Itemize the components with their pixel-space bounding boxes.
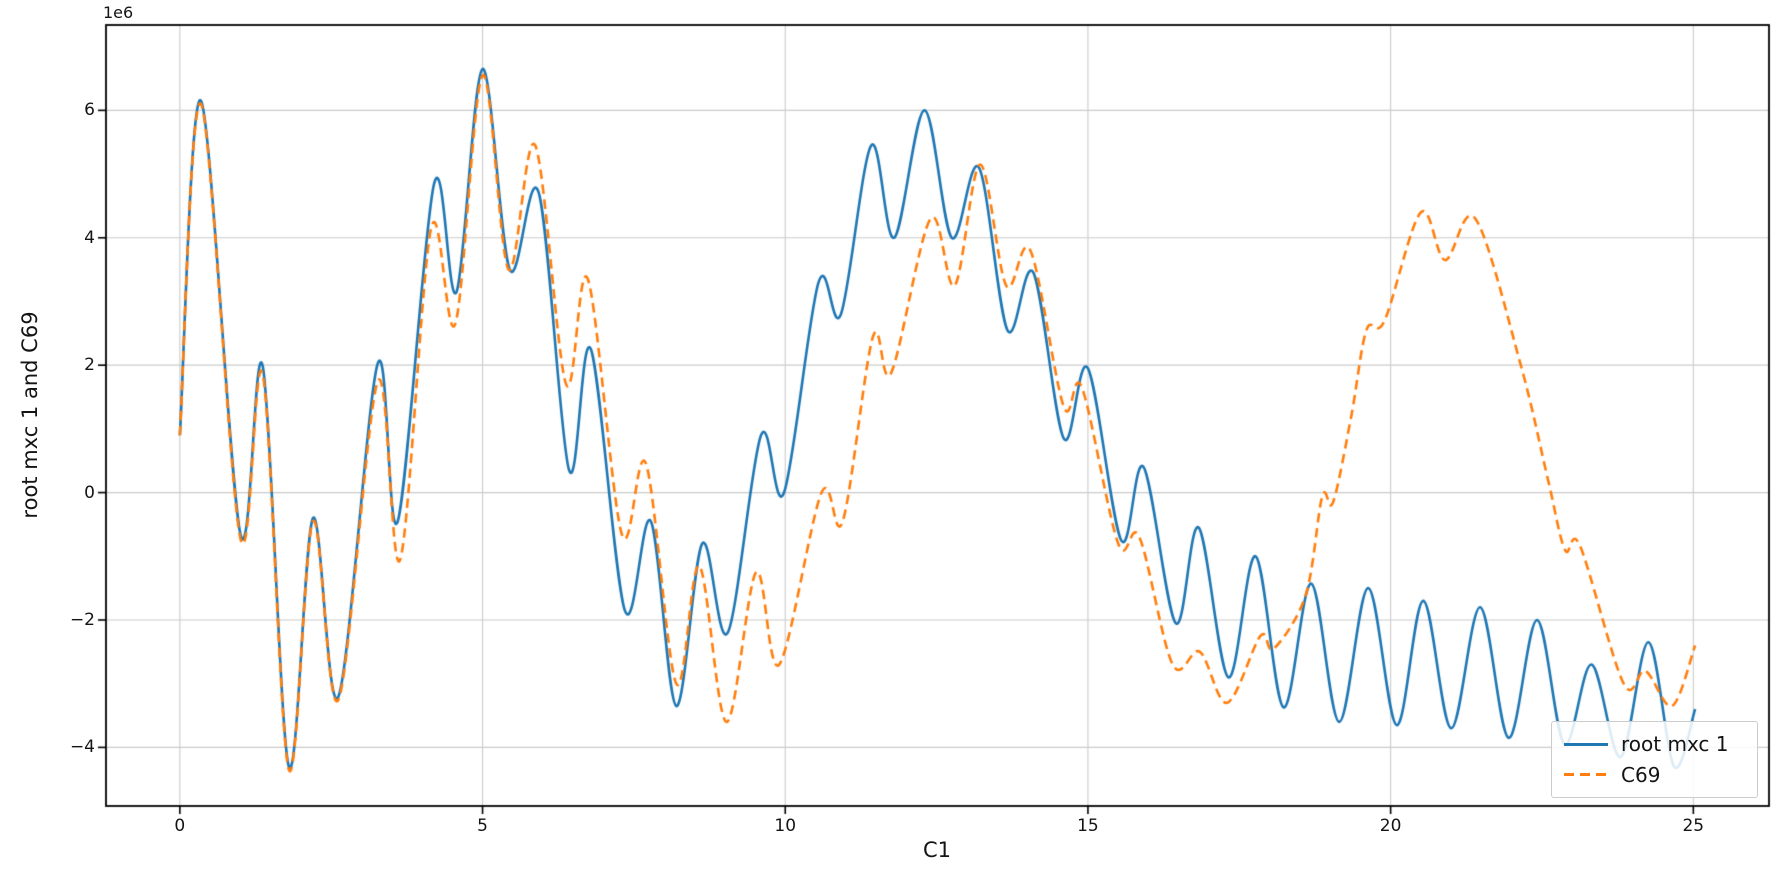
legend-solid-line-icon	[1564, 742, 1608, 746]
y-tick-label: −2	[69, 609, 95, 630]
y-tick-label: 6	[84, 100, 95, 121]
x-tick-label: 25	[1682, 816, 1705, 836]
y-tick-label: 4	[84, 227, 95, 248]
y-tick-label: 2	[84, 355, 95, 376]
x-axis-label: C1	[922, 838, 952, 862]
legend-entry-label: C69	[1621, 762, 1661, 787]
x-tick-label: 5	[477, 816, 488, 836]
y-axis-label: root mxc 1 and C69	[18, 311, 42, 519]
y-tick-label: −4	[69, 737, 95, 758]
legend-entry-label: root mxc 1	[1621, 732, 1729, 757]
y-tick-label: 0	[84, 482, 95, 503]
x-tick-label: 15	[1077, 816, 1099, 836]
x-tick-label: 0	[174, 816, 186, 836]
legend-entry-c69: C69	[1564, 763, 1745, 787]
legend: root mxc 1 C69	[1551, 721, 1758, 798]
x-tick-label: 10	[774, 816, 797, 836]
legend-entry-root-mxc-1: root mxc 1	[1564, 732, 1745, 756]
legend-dashed-line-icon	[1564, 773, 1608, 777]
y-axis-offset-text: 1e6	[103, 3, 134, 22]
x-tick-label: 20	[1379, 816, 1402, 836]
